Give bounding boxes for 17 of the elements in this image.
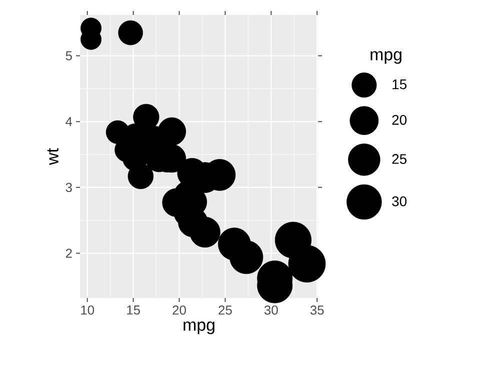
y-tick-label: 5 — [66, 51, 72, 60]
x-tick-label: 25 — [218, 306, 232, 315]
x-tick-label: 30 — [264, 306, 278, 315]
x-axis-title: mpg — [184, 322, 214, 334]
x-tick-label: 20 — [172, 306, 186, 315]
x-tick-label: 35 — [310, 306, 324, 315]
y-axis-title: wt — [47, 148, 58, 165]
y-tick-label: 2 — [66, 248, 72, 258]
legend-title: mpg — [370, 51, 402, 64]
legend-label: 25 — [392, 154, 406, 164]
x-tick-label: 15 — [127, 306, 140, 315]
legend-label: 30 — [392, 196, 407, 206]
legend-label: 15 — [392, 80, 406, 90]
legend-label: 20 — [392, 114, 407, 125]
x-tick-label: 10 — [81, 306, 94, 315]
y-tick-label: 4 — [66, 117, 72, 126]
y-tick-label: 3 — [66, 182, 72, 192]
